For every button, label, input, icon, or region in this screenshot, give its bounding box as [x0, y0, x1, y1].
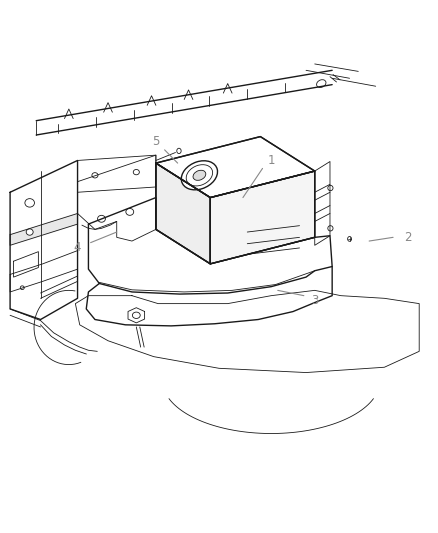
Text: 1: 1	[268, 154, 275, 167]
Polygon shape	[10, 214, 78, 245]
Ellipse shape	[317, 79, 326, 87]
Polygon shape	[10, 160, 78, 319]
Polygon shape	[10, 251, 78, 292]
Ellipse shape	[181, 161, 218, 190]
Polygon shape	[315, 161, 330, 245]
Polygon shape	[88, 198, 332, 294]
Ellipse shape	[132, 312, 140, 318]
Text: 4: 4	[74, 241, 81, 254]
Ellipse shape	[126, 208, 134, 215]
Ellipse shape	[26, 229, 33, 235]
Ellipse shape	[328, 185, 333, 191]
Ellipse shape	[186, 165, 212, 186]
Ellipse shape	[98, 215, 106, 222]
Text: 3: 3	[311, 294, 318, 308]
Polygon shape	[210, 171, 315, 264]
Ellipse shape	[193, 170, 206, 180]
Text: 5: 5	[152, 135, 159, 148]
Ellipse shape	[25, 199, 35, 207]
Ellipse shape	[177, 148, 181, 154]
Polygon shape	[14, 252, 39, 277]
Polygon shape	[78, 155, 156, 192]
Ellipse shape	[92, 173, 98, 178]
Ellipse shape	[20, 286, 24, 289]
Ellipse shape	[348, 237, 352, 241]
Text: 2: 2	[405, 231, 412, 244]
Polygon shape	[78, 155, 156, 241]
Polygon shape	[128, 308, 145, 323]
Polygon shape	[156, 136, 315, 198]
Ellipse shape	[133, 169, 139, 175]
Polygon shape	[156, 163, 210, 264]
Ellipse shape	[328, 225, 333, 231]
